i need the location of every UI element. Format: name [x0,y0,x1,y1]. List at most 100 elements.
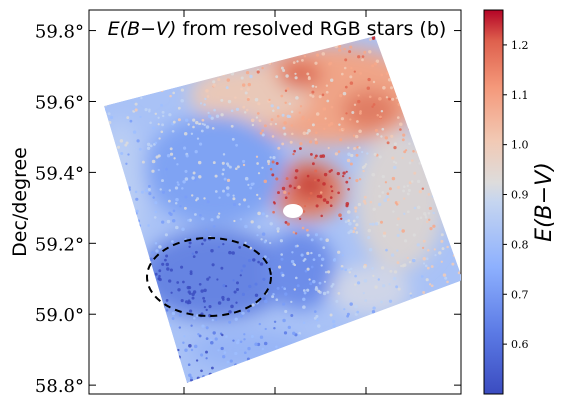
star-point [277,146,281,150]
star-point [302,289,306,292]
star-point [311,84,315,88]
star-point [208,305,212,309]
star-point [317,324,321,328]
star-point [280,94,284,98]
star-point [366,152,369,155]
star-point [400,264,403,268]
star-point [338,48,342,52]
star-point [355,179,359,183]
star-point [269,168,273,171]
star-point [258,197,261,200]
star-point [429,227,433,231]
star-point [330,105,334,109]
star-point [196,137,200,140]
star-point [465,202,467,204]
star-point [281,286,284,289]
star-point [440,233,444,237]
star-point [214,190,218,193]
star-point [262,297,266,301]
star-point [185,154,189,158]
star-point [281,273,285,277]
star-point [440,239,444,243]
star-point [218,212,221,215]
star-point [319,191,323,194]
star-point [391,156,395,160]
star-point [396,116,400,119]
star-point [356,310,360,314]
star-point [294,232,298,235]
star-point [380,220,383,224]
star-point [254,293,259,297]
star-point [438,251,442,255]
star-point [250,220,254,224]
star-point [397,201,401,204]
star-point [451,262,455,266]
star-point [369,311,373,315]
star-point [208,114,212,119]
star-point [267,162,270,166]
star-point [269,122,273,126]
star-point [406,256,409,260]
star-point [269,241,272,245]
star-point [440,260,443,263]
star-point [192,290,197,294]
star-point [233,219,236,223]
star-point [198,175,202,179]
star-point [199,102,203,105]
star-point [152,126,156,130]
star-point [466,320,469,323]
star-point [345,112,348,115]
star-point [416,217,420,221]
y-ticks: 59.8° 59.6° 59.4° 59.2° 59.0° 58.8° [35,22,461,397]
star-point [422,291,426,294]
star-point [285,74,289,78]
star-point [245,108,249,112]
star-point [282,126,286,130]
star-point [393,145,397,150]
star-point [327,270,331,274]
star-point [275,161,279,165]
star-point [275,298,279,302]
star-point [198,334,202,338]
star-point [299,105,303,108]
star-point [364,163,368,166]
star-point [146,146,151,150]
star-point [242,163,246,167]
star-point [302,131,307,136]
star-point [245,70,250,75]
star-point [226,162,229,166]
star-point [174,186,179,190]
star-point [135,209,139,213]
star-point [381,127,385,131]
star-point [321,93,325,97]
star-point [220,113,224,117]
star-point [166,267,170,271]
star-point [359,112,362,115]
star-point [136,139,140,143]
star-point [389,86,394,90]
star-point [281,142,285,146]
star-point [393,165,397,170]
star-point [247,309,251,313]
star-point [306,267,310,271]
star-point [371,172,376,177]
star-point [210,366,214,370]
star-point [441,247,445,251]
star-point [183,146,187,150]
star-point [372,207,376,211]
star-point [294,72,297,75]
star-point [361,55,365,58]
star-point [209,338,213,342]
star-point [157,116,160,119]
star-point [347,268,351,272]
star-point [255,155,259,158]
star-point [465,48,467,50]
colorbar-tick-label: 1.2 [511,39,529,52]
star-point [201,217,205,221]
y-tick-label: 59.8° [35,22,84,43]
colorbar-tick-label: 0.6 [511,338,529,351]
star-point [467,49,471,53]
star-point [311,123,315,127]
star-point [390,253,395,257]
star-point [205,326,209,330]
